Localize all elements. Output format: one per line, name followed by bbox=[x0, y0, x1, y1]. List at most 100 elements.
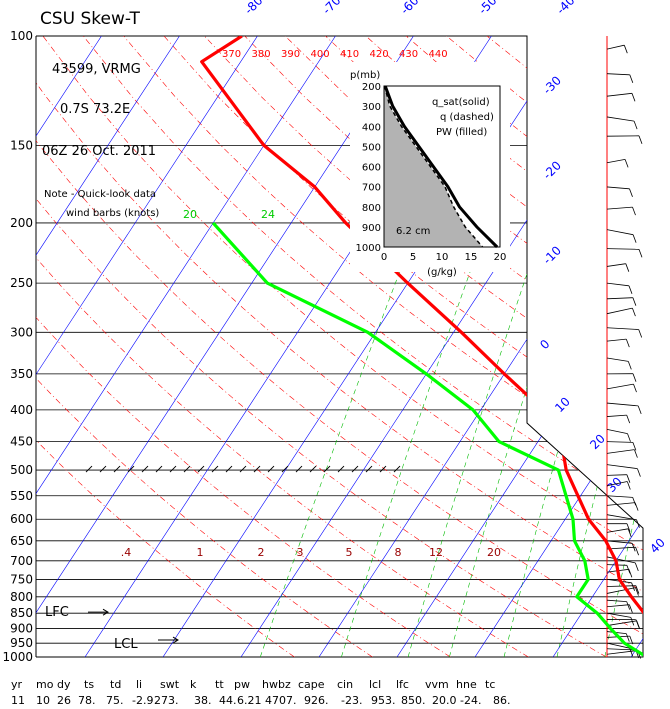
mixing-line-8 bbox=[556, 222, 643, 657]
inset-legend-2: q (dashed) bbox=[440, 112, 494, 123]
mixing-ratio-label: 2 bbox=[258, 546, 265, 559]
adiabat-310 bbox=[36, 36, 643, 657]
wind-barb-flag bbox=[635, 587, 639, 596]
adiabat-250 bbox=[36, 36, 295, 657]
isotherm--90 bbox=[36, 36, 180, 657]
wind-barb bbox=[606, 116, 635, 122]
hatch-mark bbox=[239, 465, 247, 473]
adiabat-450 bbox=[567, 36, 643, 657]
wind-barb-flag bbox=[626, 474, 631, 483]
inset-y-tick: 800 bbox=[362, 203, 381, 214]
theta-label: 430 bbox=[399, 49, 418, 60]
stats-value: 4707. bbox=[265, 694, 297, 707]
isotherm-label: -10 bbox=[540, 243, 564, 267]
pressure-label-500: 500 bbox=[10, 463, 33, 477]
mixing-line-1 bbox=[341, 222, 488, 657]
adiabat-260 bbox=[36, 36, 373, 657]
wind-barb bbox=[606, 414, 627, 417]
wind-barb bbox=[606, 502, 636, 506]
inset-x-label: (g/kg) bbox=[427, 267, 457, 278]
wind-barb bbox=[606, 327, 639, 330]
wind-barb-flag bbox=[632, 442, 637, 451]
inset-x-tick: 20 bbox=[494, 252, 507, 263]
isotherm-label: -40 bbox=[554, 0, 578, 17]
inset-y-tick: 600 bbox=[362, 163, 381, 174]
isotherm-10 bbox=[552, 36, 643, 657]
isotherm-label: -60 bbox=[398, 0, 422, 17]
wind-barbs bbox=[85, 36, 643, 659]
wind-barb-flag bbox=[632, 297, 637, 306]
wind-barb bbox=[606, 282, 630, 287]
inset-x-tick: 15 bbox=[465, 252, 478, 263]
inset-pw-label: 6.2 cm bbox=[396, 226, 430, 237]
pressure-label-550: 550 bbox=[10, 489, 33, 503]
stats-value: 78. bbox=[78, 694, 96, 707]
note-line-2: wind barbs (knots) bbox=[66, 208, 159, 219]
wind-barb-flag bbox=[629, 74, 634, 83]
wind-barb-flag bbox=[636, 620, 641, 629]
hatch-mark bbox=[141, 465, 149, 473]
inset-y-tick: 400 bbox=[362, 122, 381, 133]
hatch-mark bbox=[267, 465, 275, 473]
hatch-mark bbox=[365, 465, 373, 473]
theta-label: 440 bbox=[429, 49, 448, 60]
stats-value: 20.0 bbox=[432, 694, 457, 707]
lfc-label: LFC bbox=[45, 605, 69, 620]
hatch-mark bbox=[323, 465, 331, 473]
theta-label: 410 bbox=[340, 49, 359, 60]
pressure-label-950: 950 bbox=[10, 636, 33, 650]
stats-value: 926. bbox=[304, 694, 329, 707]
stats-value: 11 bbox=[11, 694, 25, 707]
mixing-line-12 bbox=[604, 222, 643, 657]
mixing-ratio-lines bbox=[260, 222, 643, 657]
stats-header: ts bbox=[84, 678, 94, 691]
stats-header: li bbox=[136, 678, 142, 691]
wind-barb bbox=[606, 449, 635, 454]
pressure-label-600: 600 bbox=[10, 512, 33, 526]
pressure-label-1000: 1000 bbox=[2, 650, 33, 664]
wind-barb-flag bbox=[626, 414, 631, 424]
inset-y-tick: 200 bbox=[362, 82, 381, 93]
isobar-lines bbox=[35, 35, 644, 658]
wind-barb-flag bbox=[623, 45, 628, 54]
hatch-mark bbox=[183, 465, 191, 473]
isotherm-label: -50 bbox=[476, 0, 500, 17]
note-line-1: Note - Quick-look data bbox=[44, 189, 156, 200]
mixing-ratio-label: 20 bbox=[183, 208, 197, 221]
stats-header: cape bbox=[298, 678, 325, 691]
stats-value: -23. bbox=[341, 694, 362, 707]
stats-value: -2.9 bbox=[132, 694, 153, 707]
wind-barb bbox=[606, 642, 630, 649]
isotherm--60 bbox=[36, 36, 414, 657]
wind-barb-flag bbox=[635, 585, 640, 594]
pressure-label-900: 900 bbox=[10, 622, 33, 636]
isotherm-label: -20 bbox=[540, 158, 564, 182]
theta-label: 390 bbox=[281, 49, 300, 60]
wind-barb bbox=[606, 402, 639, 407]
wind-barb bbox=[606, 481, 628, 487]
dewpoint-profile bbox=[211, 221, 643, 657]
stats-value: 38. bbox=[194, 694, 212, 707]
wind-barb bbox=[606, 159, 626, 164]
isotherm-label: -30 bbox=[540, 73, 564, 97]
wind-barb bbox=[606, 604, 630, 608]
wind-barb-flag bbox=[626, 481, 631, 490]
hatch-mark bbox=[379, 465, 387, 473]
wind-barb-flag bbox=[629, 188, 633, 197]
inset-legend-1: q_sat(solid) bbox=[432, 97, 490, 108]
stats-value: 75. bbox=[106, 694, 124, 707]
inset-frame bbox=[383, 85, 501, 248]
adiabat-290 bbox=[36, 36, 607, 657]
mixing-ratio-label: 5 bbox=[346, 546, 353, 559]
stats-header: swt bbox=[160, 678, 180, 691]
pressure-label-800: 800 bbox=[10, 590, 33, 604]
hatch-mark bbox=[309, 465, 317, 473]
isotherm--80 bbox=[36, 36, 258, 657]
wind-barb-flag bbox=[632, 307, 636, 317]
stats-header: hne bbox=[456, 678, 477, 691]
wind-barb bbox=[606, 556, 636, 564]
pressure-label-200: 200 bbox=[10, 216, 33, 230]
wind-barb-flag bbox=[628, 569, 633, 578]
